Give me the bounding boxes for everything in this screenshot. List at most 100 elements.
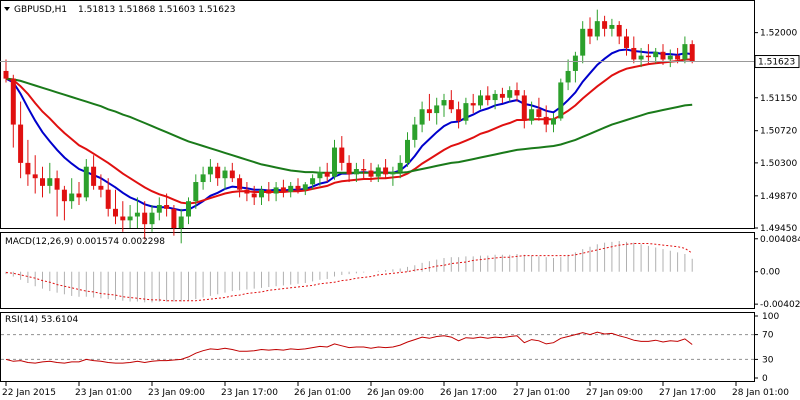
candle-body[interactable] bbox=[229, 170, 235, 179]
candle-body[interactable] bbox=[142, 212, 148, 225]
candle-body[interactable] bbox=[69, 193, 75, 202]
candle-body[interactable] bbox=[120, 216, 126, 221]
candle-body[interactable] bbox=[609, 24, 615, 29]
candle-body[interactable] bbox=[587, 28, 593, 37]
candle-body[interactable] bbox=[302, 184, 308, 190]
candle-body[interactable] bbox=[266, 189, 272, 194]
candle-body[interactable] bbox=[61, 189, 67, 202]
candle-body[interactable] bbox=[405, 139, 410, 163]
candle-body[interactable] bbox=[383, 167, 389, 175]
candle-body[interactable] bbox=[631, 47, 637, 60]
candle-body[interactable] bbox=[280, 187, 286, 192]
candle-body[interactable] bbox=[456, 109, 462, 121]
candle-body[interactable] bbox=[259, 189, 264, 198]
candle-body[interactable] bbox=[324, 172, 330, 177]
candle-body[interactable] bbox=[624, 36, 629, 48]
candle-body[interactable] bbox=[602, 21, 608, 29]
candle-body[interactable] bbox=[222, 170, 228, 179]
candle-body[interactable] bbox=[689, 44, 695, 62]
candle-body[interactable] bbox=[441, 100, 447, 106]
candle-body[interactable] bbox=[660, 51, 666, 60]
candle-body[interactable] bbox=[434, 105, 440, 114]
candle-body[interactable] bbox=[653, 51, 659, 58]
candle-body[interactable] bbox=[273, 187, 279, 194]
candle-body[interactable] bbox=[200, 174, 206, 183]
candle-body[interactable] bbox=[390, 172, 396, 175]
candle-body[interactable] bbox=[346, 162, 352, 175]
candle-body[interactable] bbox=[426, 109, 432, 114]
candle-body[interactable] bbox=[339, 147, 345, 163]
candle-body[interactable] bbox=[244, 189, 250, 194]
candle-body[interactable] bbox=[251, 193, 257, 198]
candle-body[interactable] bbox=[412, 124, 418, 140]
candle-body[interactable] bbox=[18, 124, 24, 163]
rsi-tick-label: 100 bbox=[762, 312, 779, 322]
candle-body[interactable] bbox=[638, 55, 644, 60]
candle-body[interactable] bbox=[134, 212, 140, 217]
candle-body[interactable] bbox=[3, 70, 9, 79]
candle-body[interactable] bbox=[40, 178, 45, 186]
candle-body[interactable] bbox=[91, 166, 97, 186]
candles-group[interactable] bbox=[3, 9, 695, 244]
candle-body[interactable] bbox=[156, 205, 162, 213]
candle-body[interactable] bbox=[178, 216, 184, 228]
candle-body[interactable] bbox=[113, 208, 118, 217]
candle-body[interactable] bbox=[448, 100, 454, 110]
candle-body[interactable] bbox=[83, 166, 89, 198]
macd-panel[interactable] bbox=[0, 232, 755, 309]
candle-body[interactable] bbox=[149, 212, 155, 225]
candle-body[interactable] bbox=[98, 185, 104, 190]
candle-body[interactable] bbox=[310, 178, 316, 185]
candle-body[interactable] bbox=[127, 216, 133, 221]
candle-body[interactable] bbox=[361, 169, 367, 171]
candle-body[interactable] bbox=[499, 93, 505, 98]
candle-body[interactable] bbox=[10, 78, 16, 125]
candle-body[interactable] bbox=[397, 162, 403, 173]
candle-body[interactable] bbox=[514, 90, 520, 96]
candle-body[interactable] bbox=[682, 44, 688, 60]
candle-body[interactable] bbox=[25, 162, 31, 175]
candle-body[interactable] bbox=[565, 70, 571, 83]
candle-body[interactable] bbox=[186, 201, 191, 217]
candle-body[interactable] bbox=[536, 109, 542, 117]
candle-body[interactable] bbox=[47, 178, 53, 186]
candle-body[interactable] bbox=[521, 95, 527, 121]
candle-body[interactable] bbox=[675, 55, 681, 60]
candle-body[interactable] bbox=[478, 95, 483, 106]
candle-body[interactable] bbox=[332, 147, 337, 177]
candle-body[interactable] bbox=[470, 103, 476, 106]
candle-body[interactable] bbox=[288, 185, 294, 192]
candle-body[interactable] bbox=[645, 55, 651, 58]
candle-body[interactable] bbox=[492, 93, 498, 101]
candle-body[interactable] bbox=[32, 174, 38, 179]
candle-body[interactable] bbox=[558, 82, 564, 119]
candle-body[interactable] bbox=[353, 169, 359, 175]
candle-body[interactable] bbox=[317, 172, 323, 179]
candle-body[interactable] bbox=[419, 109, 425, 125]
candle-body[interactable] bbox=[215, 166, 221, 179]
candle-body[interactable] bbox=[580, 28, 586, 56]
candle-body[interactable] bbox=[667, 55, 673, 60]
candle-body[interactable] bbox=[616, 24, 622, 37]
candle-body[interactable] bbox=[551, 118, 556, 125]
triangle-down-icon[interactable] bbox=[4, 7, 10, 11]
candle-body[interactable] bbox=[594, 21, 600, 37]
candle-body[interactable] bbox=[463, 103, 469, 121]
candle-body[interactable] bbox=[368, 170, 374, 177]
candle-body[interactable] bbox=[529, 109, 535, 121]
candle-body[interactable] bbox=[76, 193, 82, 198]
candle-body[interactable] bbox=[237, 178, 243, 190]
candle-body[interactable] bbox=[375, 167, 381, 177]
candle-body[interactable] bbox=[54, 178, 60, 190]
candle-body[interactable] bbox=[171, 208, 177, 228]
candle-body[interactable] bbox=[105, 189, 111, 209]
candle-body[interactable] bbox=[164, 205, 170, 209]
candle-body[interactable] bbox=[295, 185, 301, 190]
candle-body[interactable] bbox=[485, 95, 491, 101]
candle-body[interactable] bbox=[572, 55, 578, 71]
candle-body[interactable] bbox=[207, 166, 213, 175]
candle-body[interactable] bbox=[543, 116, 549, 125]
candle-body[interactable] bbox=[193, 182, 199, 202]
candle-body[interactable] bbox=[507, 90, 513, 98]
